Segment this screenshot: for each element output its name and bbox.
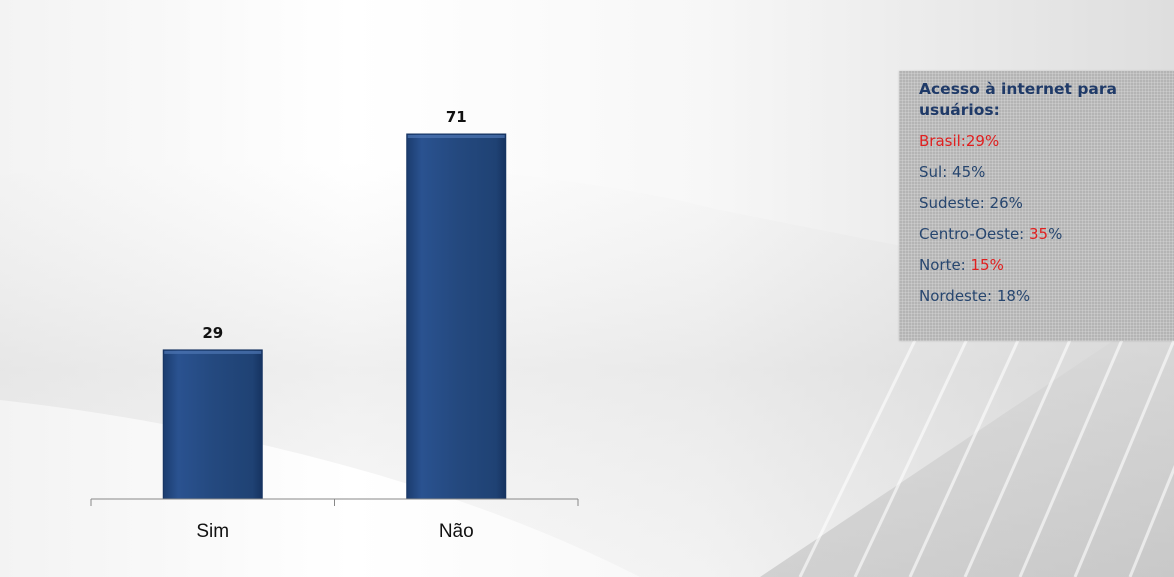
info-line-label: Nordeste: <box>919 287 997 305</box>
info-box-lines: Brasil:29% Sul: 45% Sudeste: 26% Centro-Oes… <box>919 129 1174 308</box>
info-line-value: 45% <box>952 163 986 181</box>
info-line: Brasil:29% <box>919 129 1174 153</box>
bars-group <box>162 133 507 500</box>
info-line-value: 15% <box>970 256 1004 274</box>
info-line: Sudeste: 26% <box>919 191 1174 215</box>
bar-sim <box>162 349 263 500</box>
info-line-value: 26% <box>989 194 1023 212</box>
bar-não <box>406 133 507 500</box>
category-labels: Sim Não <box>196 521 473 542</box>
internet-access-info-box: Acesso à internet para usuários: Brasil:… <box>899 71 1174 341</box>
x-axis-ticks <box>90 499 579 506</box>
info-line-suffix: % <box>1048 225 1063 243</box>
bar-highlight <box>164 350 262 354</box>
data-label: 29 <box>202 324 223 342</box>
category-label: Não <box>439 521 474 542</box>
info-line-label: Sudeste: <box>919 194 990 212</box>
info-line-value: 35 <box>1029 225 1049 243</box>
info-line-label: Sul: <box>919 163 953 181</box>
data-label: 71 <box>446 108 467 126</box>
info-line-value: 29% <box>965 132 1000 150</box>
data-labels: 29 71 <box>202 108 466 342</box>
info-line-label: Norte: <box>919 256 971 274</box>
info-box-title: Acesso à internet para usuários: <box>919 80 1117 119</box>
info-line: Norte: 15% <box>919 253 1174 277</box>
info-line: Sul: 45% <box>919 160 1174 184</box>
info-line: Nordeste: 18% <box>919 284 1174 308</box>
info-line: Centro-Oeste: 35% <box>919 222 1174 246</box>
bar-highlight <box>407 135 505 138</box>
info-line-value: 18% <box>996 287 1031 305</box>
category-label: Sim <box>196 521 229 542</box>
info-line-label: Centro-Oeste: <box>919 225 1029 243</box>
info-line-label: Brasil: <box>919 132 966 150</box>
